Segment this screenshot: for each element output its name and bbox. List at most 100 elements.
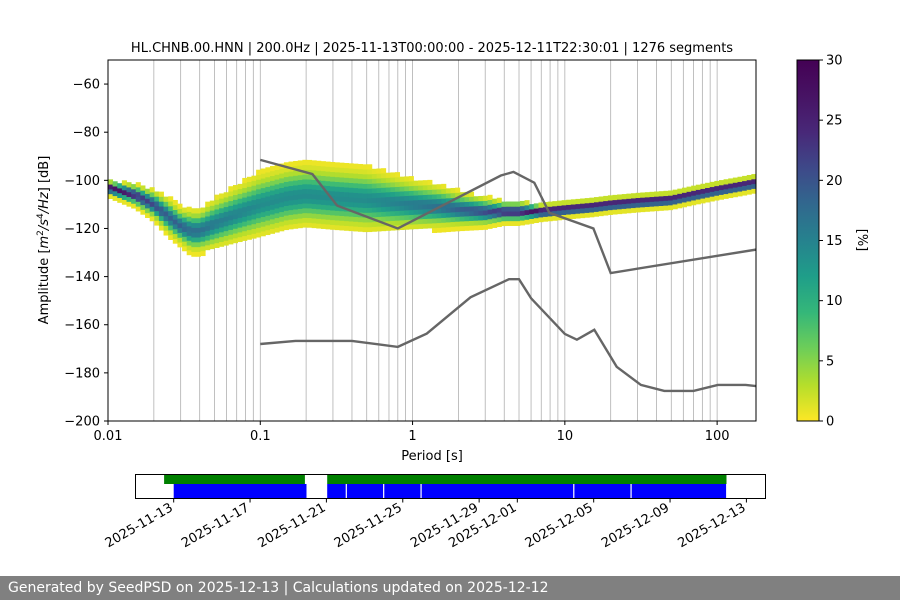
heatmap-cell <box>621 194 627 200</box>
timeline-tick-label: 2025-11-25 <box>332 500 405 551</box>
heatmap-cell <box>445 193 451 199</box>
heatmap-cell <box>367 164 373 170</box>
heatmap-cell <box>279 216 285 222</box>
heatmap-cell <box>376 202 382 208</box>
heatmap-cell <box>473 210 479 216</box>
heatmap-cell <box>381 201 387 208</box>
heatmap-cell <box>219 212 225 218</box>
heatmap-cell <box>265 210 271 216</box>
heatmap-cell <box>325 224 331 230</box>
heatmap-cell <box>232 199 238 205</box>
heatmap-cell <box>556 200 562 206</box>
heatmap-cell <box>344 196 350 202</box>
heatmap-cell <box>228 186 234 192</box>
heatmap-cell <box>126 191 132 198</box>
heatmap-cell <box>274 212 280 219</box>
heatmap-cell <box>297 213 303 219</box>
heatmap-cell <box>612 199 618 205</box>
heatmap-cell <box>311 179 317 185</box>
heatmap-cell <box>325 176 331 182</box>
heatmap-cell <box>219 193 225 199</box>
heatmap-cell <box>126 201 132 207</box>
heatmap-cell <box>422 180 428 186</box>
heatmap-cell <box>381 192 387 198</box>
heatmap-cell <box>283 162 289 168</box>
heatmap-cell <box>371 212 377 218</box>
heatmap-cell <box>686 186 692 192</box>
heatmap-cell <box>644 192 650 198</box>
heatmap-cell <box>330 224 336 230</box>
heatmap-cell <box>246 215 252 221</box>
heatmap-cell <box>242 216 248 222</box>
heatmap-cell <box>663 190 669 197</box>
heatmap-cell <box>135 206 141 212</box>
heatmap-cell <box>353 178 359 184</box>
heatmap-cell <box>283 215 289 221</box>
heatmap-cell <box>311 213 317 219</box>
heatmap-cell <box>621 203 627 209</box>
heatmap-cell <box>464 191 470 198</box>
heatmap-cell <box>279 226 285 232</box>
heatmap-cell <box>288 204 294 211</box>
heatmap-cell <box>288 171 294 177</box>
heatmap-cell <box>492 208 498 214</box>
heatmap-cell <box>510 206 516 212</box>
heatmap-cell <box>436 222 442 228</box>
heatmap-cell <box>163 211 169 217</box>
heatmap-cell <box>334 191 340 197</box>
heatmap-cell <box>145 188 151 194</box>
heatmap-cell <box>617 208 623 215</box>
heatmap-cell <box>566 199 572 205</box>
heatmap-cell <box>376 226 382 232</box>
heatmap-cell <box>320 204 326 210</box>
heatmap-cell <box>288 200 294 206</box>
heatmap-cell <box>672 189 678 195</box>
colorbar-label: [%] <box>854 229 869 252</box>
heatmap-cell <box>367 197 373 204</box>
heatmap-cell <box>320 175 326 181</box>
heatmap-cell <box>200 246 206 252</box>
heatmap-cell <box>482 214 488 221</box>
heatmap-cell <box>371 207 377 213</box>
psd-segment-bar <box>327 484 727 498</box>
heatmap-cell <box>108 179 114 185</box>
heatmap-cell <box>552 201 558 207</box>
heatmap-cell <box>158 191 164 197</box>
heatmap-cell <box>691 190 697 196</box>
heatmap-cell <box>635 207 641 213</box>
heatmap-cell <box>163 225 169 231</box>
heatmap-cell <box>422 218 428 224</box>
heatmap-cell <box>413 214 419 220</box>
heatmap-cell <box>728 183 734 189</box>
heatmap-cell <box>302 212 308 218</box>
heatmap-cell <box>413 185 419 191</box>
heatmap-cell <box>307 188 313 195</box>
heatmap-cell <box>353 226 359 232</box>
heatmap-cell <box>459 201 465 208</box>
heatmap-cell <box>330 219 336 225</box>
heatmap-cell <box>362 222 368 228</box>
heatmap-cell <box>478 224 484 231</box>
heatmap-cell <box>330 205 336 211</box>
heatmap-cell <box>214 223 220 229</box>
heatmap-cell <box>362 193 368 199</box>
heatmap-cell <box>274 174 280 180</box>
heatmap-cell <box>381 182 387 188</box>
heatmap-cell <box>432 203 438 209</box>
heatmap-cell <box>237 212 243 218</box>
heatmap-cell <box>145 212 151 218</box>
heatmap-cell <box>362 198 368 204</box>
heatmap-cell <box>404 200 410 206</box>
heatmap-cell <box>626 198 632 204</box>
heatmap-cell <box>293 160 299 167</box>
heatmap-cell <box>283 191 289 197</box>
heatmap-cell <box>408 176 414 182</box>
y-tick-label: −200 <box>64 415 100 430</box>
heatmap-cell <box>473 205 479 212</box>
heatmap-cell <box>288 209 294 215</box>
heatmap-cell <box>186 211 192 217</box>
heatmap-cell <box>427 189 433 195</box>
heatmap-cell <box>214 242 220 248</box>
chart-title: HL.CHNB.00.HNN | 200.0Hz | 2025-11-13T00… <box>131 41 733 56</box>
heatmap-cell <box>413 204 419 210</box>
